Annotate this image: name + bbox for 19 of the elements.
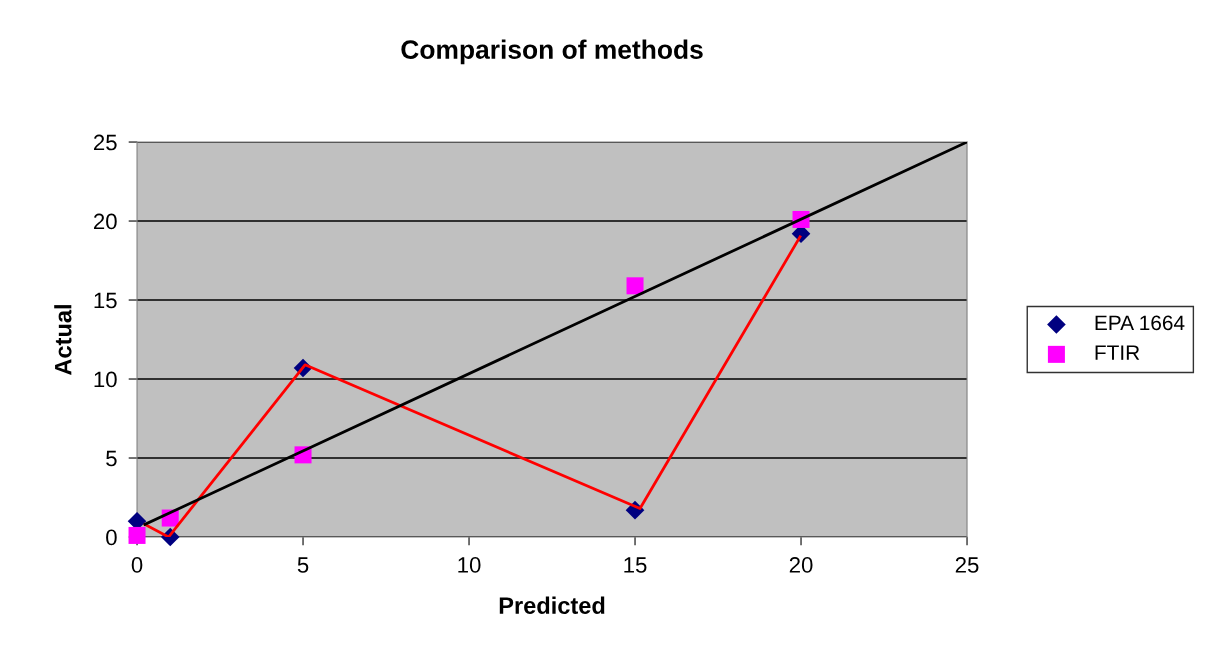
y-axis-title: Actual: [54, 305, 72, 376]
x-tick-label: 25: [955, 557, 979, 573]
y-tick-label: 25: [93, 134, 117, 151]
legend-label: EPA 1664: [1095, 315, 1185, 331]
x-tick-label: 15: [624, 557, 647, 573]
y-tick-label: 0: [106, 529, 117, 546]
legend-label: FTIR: [1095, 345, 1140, 360]
y-tick-label: 15: [94, 292, 117, 309]
y-tick-label: 5: [106, 450, 117, 467]
point: [626, 277, 644, 295]
x-tick-label: 0: [131, 557, 143, 573]
x-tick-label: 5: [297, 557, 309, 573]
x-axis-title: Predicted: [499, 596, 605, 614]
x-tick-label: 10: [458, 557, 481, 573]
y-tick-label: 20: [93, 213, 117, 230]
chart-title: Comparison of methods: [401, 39, 703, 65]
x-tick-label: 20: [789, 557, 813, 573]
point: [128, 526, 146, 544]
y-tick-label: 10: [94, 371, 117, 388]
